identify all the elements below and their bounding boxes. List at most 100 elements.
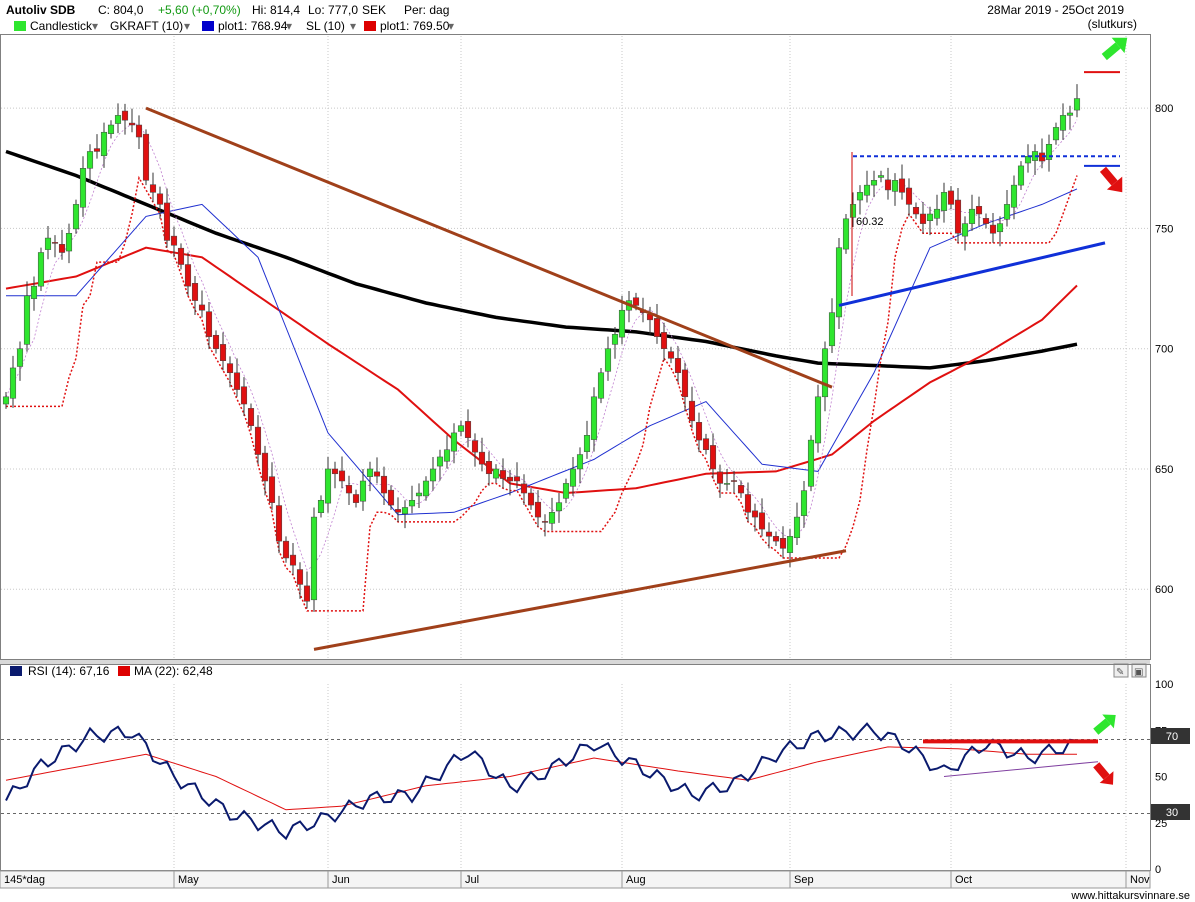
candle <box>989 213 997 243</box>
candle <box>485 451 493 486</box>
candle <box>926 206 934 236</box>
candle <box>37 247 45 291</box>
candle <box>723 468 731 491</box>
candle <box>422 476 430 501</box>
rsi-tick-label: 50 <box>1155 772 1167 784</box>
price-tick-label: 750 <box>1155 223 1173 235</box>
chevron-down-icon[interactable]: ▾ <box>286 19 292 33</box>
period: Per: dag <box>404 3 449 17</box>
time-tick-label: Nov <box>1130 874 1150 886</box>
candle <box>506 469 514 496</box>
candlesticks <box>2 84 1081 612</box>
candle <box>772 531 780 546</box>
candle <box>527 488 535 510</box>
candle <box>758 498 766 537</box>
legend-item-plot1-red[interactable]: plot1: 769.50 ▾ <box>364 19 454 33</box>
candle <box>58 229 66 260</box>
candle <box>86 144 94 183</box>
candle <box>16 341 24 381</box>
price-tick-label: 650 <box>1155 464 1173 476</box>
legend-swatch <box>202 21 214 31</box>
candle <box>611 327 619 359</box>
legend-swatch <box>10 666 22 676</box>
bar-count-label: 145*dag <box>4 874 45 886</box>
candle <box>317 495 325 518</box>
candle <box>387 485 395 510</box>
candle <box>198 290 206 318</box>
rsi-gridlines <box>1 684 1150 869</box>
footer-url[interactable]: www.hittakursvinnare.se <box>1070 890 1190 902</box>
candle <box>492 464 500 483</box>
candle <box>870 170 878 198</box>
legend-label: plot1: 769.50 <box>380 19 450 33</box>
stop-loss-line <box>6 175 1078 612</box>
rsi-support-line <box>943 761 1099 777</box>
candle <box>135 115 143 150</box>
chevron-down-icon[interactable]: ▾ <box>350 19 356 33</box>
legend-item-plot1-blue[interactable]: plot1: 768.94 ▾ <box>202 19 292 33</box>
rsi-axis: 0255075100 <box>1155 679 1173 876</box>
chevron-down-icon[interactable]: ▾ <box>184 19 190 33</box>
candle <box>905 178 913 217</box>
candle <box>324 456 332 513</box>
candle <box>555 493 563 523</box>
candle <box>464 409 472 448</box>
gkraft-line <box>5 119 1078 571</box>
candle <box>436 449 444 481</box>
time-tick-label: Jun <box>332 874 350 886</box>
candle <box>793 502 801 545</box>
candle <box>863 170 871 203</box>
svg-text:▣: ▣ <box>1134 667 1143 678</box>
candle <box>219 332 227 371</box>
candle <box>51 235 59 258</box>
candle <box>1073 84 1081 118</box>
rsi-lines <box>5 722 1078 841</box>
candle <box>702 433 710 455</box>
candle <box>380 466 388 506</box>
close-value: C: 804,0 <box>98 3 144 17</box>
price-tick-label: 700 <box>1155 344 1173 356</box>
indicator-legend: Candlestick ▾ GKRAFT (10) ▾ plot1: 768.9… <box>14 19 454 33</box>
candle <box>114 103 122 134</box>
candle <box>296 562 304 599</box>
candle <box>744 482 752 522</box>
price-frame <box>0 34 1151 660</box>
change-value: +5,60 (+0,70%) <box>158 3 241 17</box>
candle <box>1003 189 1011 227</box>
candle <box>212 330 220 354</box>
candle <box>156 186 164 219</box>
candle <box>751 503 759 532</box>
candle <box>933 194 941 226</box>
trend-lines <box>145 71 1120 651</box>
candle <box>807 435 815 492</box>
candle <box>275 495 283 554</box>
candle <box>667 346 675 364</box>
chart-header: Autoliv SDB C: 804,0 +5,60 (+0,70%) Hi: … <box>6 3 1137 31</box>
candle <box>828 298 836 354</box>
chevron-down-icon[interactable]: ▾ <box>448 19 454 33</box>
candle <box>800 481 808 528</box>
candle <box>478 437 486 472</box>
candle <box>394 497 402 522</box>
candle <box>1017 161 1025 190</box>
candle <box>107 120 115 139</box>
candle <box>541 514 549 537</box>
candle <box>849 192 857 227</box>
legend-item-gkraft[interactable]: GKRAFT (10) ▾ <box>110 19 190 33</box>
candle <box>303 571 311 609</box>
candle <box>513 462 521 489</box>
candle <box>877 170 885 183</box>
candle <box>814 384 822 453</box>
legend-swatch <box>118 666 130 676</box>
legend-label: SL (10) <box>306 19 345 33</box>
price-axis: 600 650 700 750 800 <box>1155 103 1173 596</box>
price-type: (slutkurs) <box>1088 17 1137 31</box>
candle <box>128 108 136 133</box>
panel-separator[interactable] <box>0 660 1150 664</box>
chevron-down-icon[interactable]: ▾ <box>92 19 98 33</box>
rsi-trend-lines <box>923 739 1099 777</box>
legend-item-sl[interactable]: SL (10) ▾ <box>306 19 356 33</box>
legend-item-candlestick[interactable]: Candlestick ▾ <box>14 19 98 33</box>
candle <box>415 483 423 508</box>
high-value: Hi: 814,4 <box>252 3 300 17</box>
